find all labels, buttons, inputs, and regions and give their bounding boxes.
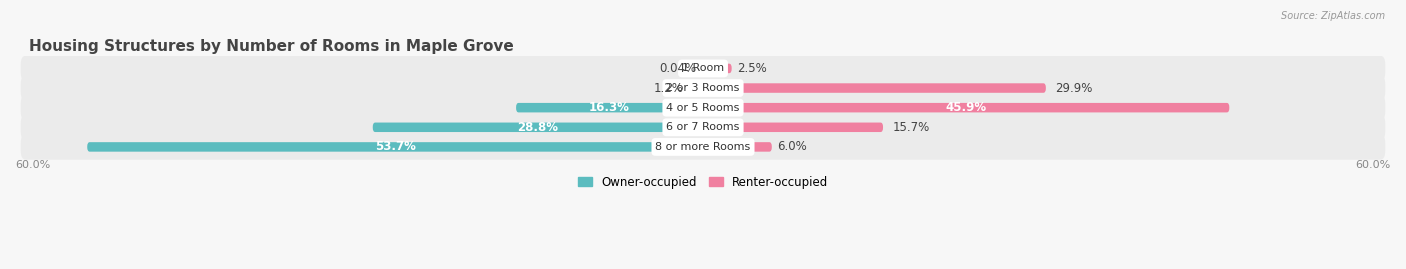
Text: 2 or 3 Rooms: 2 or 3 Rooms (666, 83, 740, 93)
FancyBboxPatch shape (703, 103, 1229, 112)
FancyBboxPatch shape (703, 83, 1046, 93)
Text: 45.9%: 45.9% (946, 101, 987, 114)
FancyBboxPatch shape (703, 142, 772, 152)
Text: 15.7%: 15.7% (893, 121, 929, 134)
FancyBboxPatch shape (703, 64, 731, 73)
Text: 6.0%: 6.0% (778, 140, 807, 153)
FancyBboxPatch shape (516, 103, 703, 112)
FancyBboxPatch shape (689, 83, 703, 93)
Text: 0.04%: 0.04% (659, 62, 697, 75)
Text: 1.2%: 1.2% (654, 82, 683, 94)
FancyBboxPatch shape (21, 56, 1385, 81)
FancyBboxPatch shape (21, 95, 1385, 121)
FancyBboxPatch shape (21, 134, 1385, 160)
FancyBboxPatch shape (87, 142, 703, 152)
Text: 1 Room: 1 Room (682, 63, 724, 73)
FancyBboxPatch shape (21, 115, 1385, 140)
FancyBboxPatch shape (703, 123, 883, 132)
Text: 60.0%: 60.0% (1355, 160, 1391, 170)
Text: Source: ZipAtlas.com: Source: ZipAtlas.com (1281, 11, 1385, 21)
Text: 28.8%: 28.8% (517, 121, 558, 134)
Text: 6 or 7 Rooms: 6 or 7 Rooms (666, 122, 740, 132)
FancyBboxPatch shape (373, 123, 703, 132)
Text: 4 or 5 Rooms: 4 or 5 Rooms (666, 103, 740, 113)
Legend: Owner-occupied, Renter-occupied: Owner-occupied, Renter-occupied (572, 171, 834, 193)
Text: 60.0%: 60.0% (15, 160, 51, 170)
Text: 2.5%: 2.5% (737, 62, 768, 75)
Text: 16.3%: 16.3% (589, 101, 630, 114)
Text: 8 or more Rooms: 8 or more Rooms (655, 142, 751, 152)
FancyBboxPatch shape (21, 75, 1385, 101)
Text: 53.7%: 53.7% (374, 140, 416, 153)
Text: Housing Structures by Number of Rooms in Maple Grove: Housing Structures by Number of Rooms in… (28, 38, 513, 54)
Text: 29.9%: 29.9% (1054, 82, 1092, 94)
